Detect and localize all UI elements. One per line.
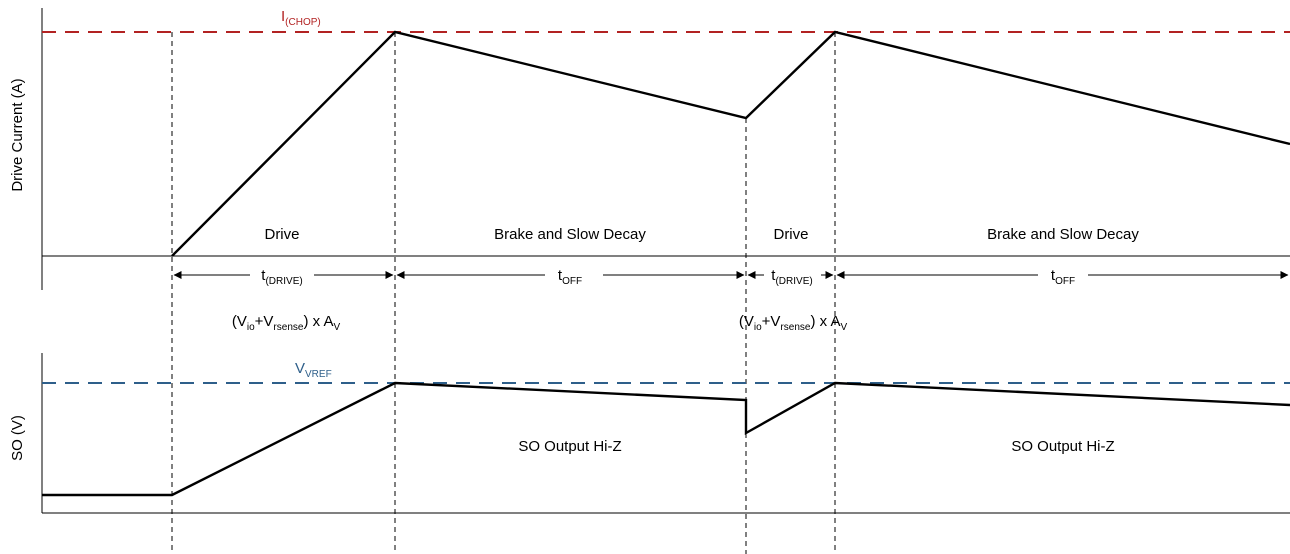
drive-current-waveform [171, 30, 1290, 257]
formula-1-p3: ) x A [303, 313, 333, 330]
ichop-label-base: I [281, 8, 285, 25]
bottom-y-axis-label: SO (V) [9, 415, 26, 461]
interval-label-drive-1-base: t [261, 267, 266, 284]
formula-2-p2: +V [762, 313, 781, 330]
interval-label-drive-1-sub: (DRIVE) [265, 276, 302, 287]
formula-2-s3: V [840, 322, 847, 333]
formula-label-2: (Vio+Vrsense) x AV [739, 313, 848, 333]
interval-label-off-2: tOFF [1051, 267, 1075, 287]
formula-2-s2: rsense [780, 322, 810, 333]
interval-label-off-1-sub: OFF [562, 276, 582, 287]
interval-label-drive-1: t(DRIVE) [261, 267, 302, 287]
formula-1-s2: rsense [273, 322, 303, 333]
formula-1-p1: (V [232, 313, 247, 330]
interval-label-off-1: tOFF [558, 267, 582, 287]
region-drive-1: Drive [264, 226, 299, 243]
hiz-label-2: SO Output Hi-Z [1011, 438, 1114, 455]
interval-label-off-2-base: t [1051, 267, 1056, 284]
formula-2-s1: io [754, 322, 762, 333]
region-brake-2: Brake and Slow Decay [987, 226, 1139, 243]
vref-label-sub: VREF [305, 369, 332, 380]
formula-2-p1: (V [739, 313, 754, 330]
interval-label-drive-2-sub: (DRIVE) [775, 276, 812, 287]
formula-label-1: (Vio+Vrsense) x AV [232, 313, 341, 333]
so-output-waveform [42, 381, 1290, 497]
ichop-label: I(CHOP) [281, 8, 321, 28]
region-brake-1: Brake and Slow Decay [494, 226, 646, 243]
interval-label-off-1-base: t [558, 267, 563, 284]
hiz-label-1: SO Output Hi-Z [518, 438, 621, 455]
vref-label-base: V [295, 360, 305, 377]
interval-label-drive-2-base: t [771, 267, 776, 284]
top-y-axis-label: Drive Current (A) [9, 78, 26, 191]
formula-2-p3: ) x A [810, 313, 840, 330]
region-drive-2: Drive [773, 226, 808, 243]
formula-1-s3: V [333, 322, 340, 333]
ichop-label-sub: (CHOP) [285, 17, 321, 28]
interval-label-drive-2: t(DRIVE) [771, 267, 812, 287]
formula-1-s1: io [247, 322, 255, 333]
vref-label: VVREF [295, 360, 332, 380]
interval-label-off-2-sub: OFF [1055, 276, 1075, 287]
formula-1-p2: +V [255, 313, 274, 330]
